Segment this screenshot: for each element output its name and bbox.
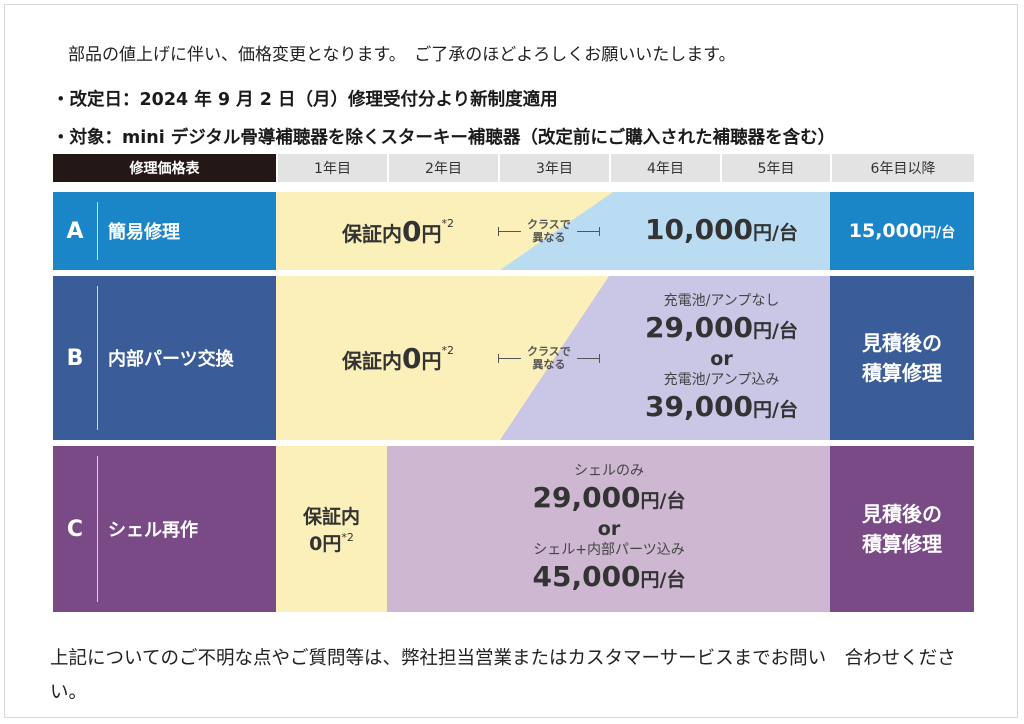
row-a-name: 簡易修理 bbox=[108, 222, 180, 243]
year-3-header: 3年目 bbox=[498, 154, 609, 182]
row-b-name: 内部パーツ交換 bbox=[108, 349, 234, 370]
page-frame bbox=[4, 4, 1018, 718]
row-b-letter: B bbox=[66, 345, 84, 371]
row-b-prices: 充電池/アンプなし 29,000円/台 or 充電池/アンプ込み 39,000円… bbox=[644, 293, 798, 423]
row-b-note-1: 充電池/アンプなし bbox=[663, 293, 780, 309]
row-backgrounds bbox=[276, 192, 830, 612]
row-a-class-range: クラスで 異なる bbox=[498, 216, 600, 246]
year-2-header: 2年目 bbox=[387, 154, 498, 182]
row-c-note-2: シェル+内部パーツ込み bbox=[533, 542, 685, 558]
row-b-warranty: 保証内0円*2 bbox=[342, 341, 454, 375]
row-a-sixth-year: 15,000円/台 bbox=[830, 192, 974, 270]
row-a-price: 10,000円/台 bbox=[644, 212, 798, 246]
row-b-note-2: 充電池/アンプ込み bbox=[663, 372, 780, 388]
year-4-header: 4年目 bbox=[609, 154, 720, 182]
row-c-prices: シェルのみ 29,000円/台 or シェル+内部パーツ込み 45,000円/台 bbox=[532, 463, 686, 593]
repair-price-table: 修理価格表 1年目 2年目 3年目 4年目 5年目 6年目以降 A 簡易修理 保… bbox=[53, 154, 974, 612]
intro-text: 部品の値上げに伴い、価格変更となります。 ご了承のほどよろしくお願いいたします。 bbox=[68, 45, 736, 65]
footer-contact-note: 上記についてのご不明な点やご質問等は、弊社担当営業またはカスタマーサービスまでお… bbox=[50, 648, 956, 703]
row-b-sixth-year: 見積後の 積算修理 bbox=[830, 276, 974, 440]
row-c-warranty: 保証内 0円*2 bbox=[302, 506, 360, 555]
row-b-class-range: クラスで 異なる bbox=[498, 343, 600, 373]
target-bullet: ・対象：mini デジタル骨導補聴器を除くスターキー補聴器（改定前にご購入された… bbox=[52, 128, 836, 148]
row-c-letter: C bbox=[66, 516, 84, 542]
table-title: 修理価格表 bbox=[53, 154, 276, 182]
year-1-header: 1年目 bbox=[276, 154, 387, 182]
row-a-label: A 簡易修理 bbox=[53, 192, 276, 270]
row-c-note-1: シェルのみ bbox=[574, 463, 644, 479]
row-b-label: B 内部パーツ交換 bbox=[53, 276, 276, 440]
row-c-sixth-year: 見積後の 積算修理 bbox=[830, 446, 974, 612]
revision-date-bullet: ・改定日：2024 年 9 月 2 日（月）修理受付分より新制度適用 bbox=[52, 90, 558, 110]
row-c-name: シェル再作 bbox=[108, 520, 198, 541]
year-5-header: 5年目 bbox=[720, 154, 830, 182]
row-a-warranty: 保証内0円*2 bbox=[342, 214, 454, 248]
row-c-label: C シェル再作 bbox=[53, 446, 276, 612]
year-6-header: 6年目以降 bbox=[830, 154, 974, 182]
row-a-letter: A bbox=[66, 218, 84, 244]
